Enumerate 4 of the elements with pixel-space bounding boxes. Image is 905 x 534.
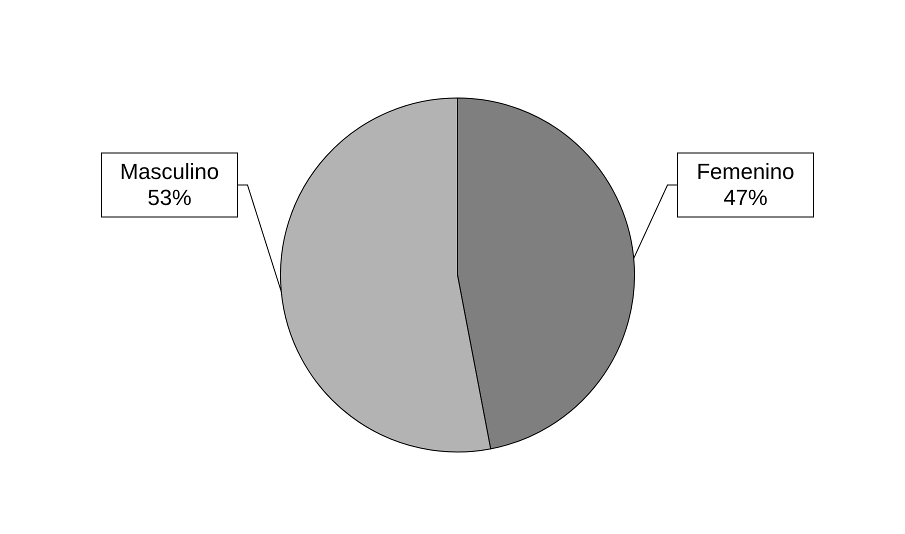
data-label: 47% (723, 185, 768, 210)
data-label: 53% (147, 185, 192, 210)
slice-label: Masculino (120, 159, 220, 184)
slice-label: Femenino (696, 159, 794, 184)
